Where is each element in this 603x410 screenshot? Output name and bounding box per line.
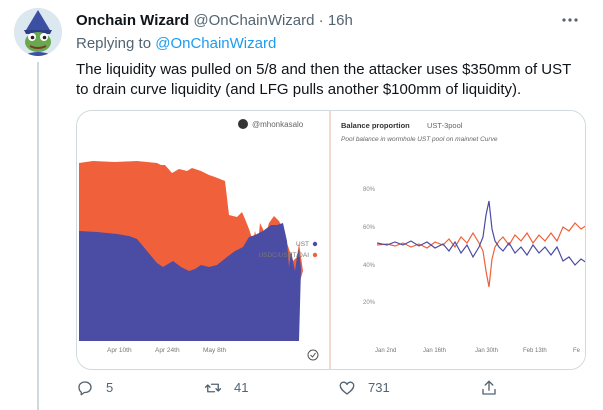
x-tick: Fe — [573, 348, 581, 354]
y-tick: 80% — [363, 187, 376, 193]
reply-count: 5 — [106, 380, 114, 395]
tweet-actions: 5 41 731 — [76, 376, 586, 400]
retweet-icon — [204, 383, 222, 393]
x-tick: Feb 13th — [523, 348, 547, 354]
legend-ust-swatch — [312, 241, 318, 247]
ust-line — [376, 200, 585, 266]
tweet-time[interactable]: 16h — [327, 12, 353, 29]
tweet-header: Onchain Wizard @OnChainWizard · 16h — [76, 11, 353, 31]
x-tick: Jan 16th — [423, 348, 446, 354]
like-button[interactable]: 731 — [338, 376, 390, 400]
legend-stables-swatch — [312, 252, 318, 258]
author-handle[interactable]: @OnChainWizard — [193, 12, 315, 29]
chart-credit: @mhonkasalo — [252, 120, 304, 129]
legend-ust-label: UST — [296, 241, 309, 248]
x-tick: Apr 10th — [107, 347, 132, 354]
more-icon[interactable] — [560, 10, 580, 30]
y-tick: 40% — [363, 263, 376, 269]
chart-subtitle: Pool balance in wormhole UST pool on mai… — [341, 136, 498, 143]
heart-icon — [339, 381, 355, 395]
right-line-chart: Balance proportion UST-3pool Pool balanc… — [341, 121, 585, 354]
replying-to: Replying to @OnChainWizard — [76, 34, 276, 54]
tweet-text: The liquidity was pulled on 5/8 and then… — [76, 61, 572, 98]
separator-dot: · — [318, 12, 324, 29]
tweet-media[interactable]: @mhonkasalo UST USDC/USDT/DAI Apr 10th A… — [76, 110, 586, 370]
wizard-frog-avatar-image — [14, 8, 62, 56]
y-tick: 60% — [363, 225, 376, 231]
avatar[interactable] — [14, 8, 62, 56]
chart-title: Balance proportion — [341, 121, 410, 130]
reply-icon — [78, 381, 92, 396]
replying-handle-link[interactable]: @OnChainWizard — [155, 35, 277, 52]
right-chart-panel: Balance proportion UST-3pool Pool balanc… — [331, 111, 585, 369]
left-chart-panel: @mhonkasalo UST USDC/USDT/DAI Apr 10th A… — [77, 111, 329, 369]
thread-line — [37, 62, 39, 410]
legend-stables-label: USDC/USDT/DAI — [258, 252, 309, 259]
replying-prefix: Replying to — [76, 35, 152, 52]
y-tick: 20% — [363, 300, 376, 306]
retweet-count: 41 — [234, 380, 249, 395]
chart-pool: UST-3pool — [427, 121, 463, 130]
author-name[interactable]: Onchain Wizard — [76, 12, 190, 29]
panel-divider — [329, 111, 331, 369]
ust-area — [79, 223, 301, 341]
share-button[interactable] — [480, 376, 498, 400]
x-tick: Jan 2nd — [375, 348, 396, 354]
share-icon — [482, 380, 496, 395]
x-tick: May 8th — [203, 347, 227, 354]
like-count: 731 — [368, 380, 390, 395]
credit-avatar-icon — [238, 119, 248, 129]
reply-button[interactable]: 5 — [76, 376, 113, 400]
left-area-chart: @mhonkasalo UST USDC/USDT/DAI Apr 10th A… — [79, 119, 319, 361]
stables-line — [376, 222, 585, 288]
retweet-button[interactable]: 41 — [204, 376, 248, 400]
x-tick: Apr 24th — [155, 347, 180, 354]
x-tick: Jan 30th — [475, 348, 498, 354]
check-circle-icon — [307, 349, 319, 361]
